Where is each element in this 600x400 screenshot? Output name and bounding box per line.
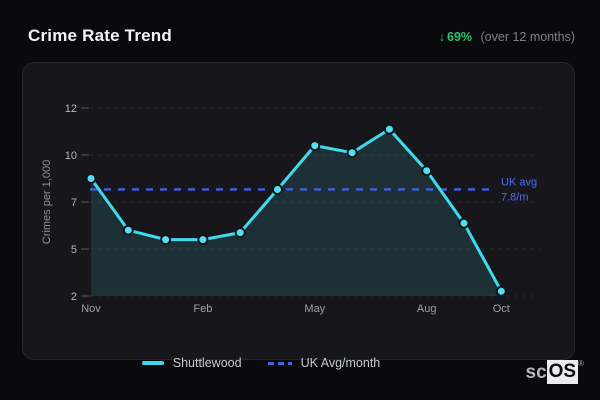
chart-card: 2 5 7 10 12 Crimes per 1,000 UK avg 7.8/m Nov Feb… xyxy=(22,62,575,360)
trend-summary: ↓ 69% (over 12 months) xyxy=(439,30,575,44)
data-point-marker xyxy=(122,224,134,236)
data-point-marker xyxy=(346,147,358,159)
data-point-marker xyxy=(458,217,470,229)
data-point-marker xyxy=(85,173,97,184)
y-tick-label: 5 xyxy=(71,244,77,256)
y-tick-label: 12 xyxy=(65,103,77,115)
chart-legend: Shuttlewood UK Avg/month xyxy=(0,353,522,373)
trend-period-note: (over 12 months) xyxy=(480,30,575,44)
solid-line-swatch-icon xyxy=(141,361,164,365)
registered-mark-icon: ® xyxy=(578,359,584,368)
logo-suffix: OS xyxy=(546,360,579,384)
legend-label-uk-avg: UK Avg/month xyxy=(300,356,381,370)
series-area-fill xyxy=(91,129,502,296)
data-point-marker xyxy=(421,165,433,177)
legend-item-uk-avg: UK Avg/month xyxy=(267,356,381,370)
dashed-line-swatch-icon xyxy=(267,361,292,365)
series-line xyxy=(89,127,503,293)
legend-item-shuttlewood: Shuttlewood xyxy=(141,356,242,370)
x-tick-label: May xyxy=(304,303,325,315)
y-tick-label: 7 xyxy=(71,197,77,209)
x-tick-label: Aug xyxy=(417,303,437,315)
trend-percentage: 69% xyxy=(447,30,473,44)
x-tick-label: Oct xyxy=(493,303,510,315)
data-point-marker xyxy=(272,184,283,195)
down-arrow-icon: ↓ xyxy=(438,30,445,44)
data-point-marker xyxy=(495,285,507,297)
uk-avg-label-line2: 7.8/m xyxy=(501,191,529,203)
x-tick-label: Feb xyxy=(193,303,212,315)
scos-logo: sc OS ® xyxy=(525,359,584,384)
uk-avg-label-line1: UK avg xyxy=(501,176,537,188)
x-tick-label: Nov xyxy=(81,303,101,315)
page-title: Crime Rate Trend xyxy=(28,26,172,45)
y-tick-label: 2 xyxy=(71,291,77,303)
data-point-marker xyxy=(383,123,395,135)
y-tick-label: 10 xyxy=(65,150,77,162)
legend-label-shuttlewood: Shuttlewood xyxy=(172,356,242,370)
data-point-marker xyxy=(309,140,321,152)
data-point-marker xyxy=(197,234,209,246)
y-axis-title: Crimes per 1,000 xyxy=(41,160,53,244)
crime-trend-line-chart: 2 5 7 10 12 Crimes per 1,000 UK avg 7.8/m Nov Feb… xyxy=(41,103,540,315)
panel-header: Crime Rate Trend ↓ 69% (over 12 months) xyxy=(28,26,575,46)
data-point-marker xyxy=(234,227,246,239)
data-point-marker xyxy=(160,234,172,246)
logo-prefix: sc xyxy=(525,362,547,383)
